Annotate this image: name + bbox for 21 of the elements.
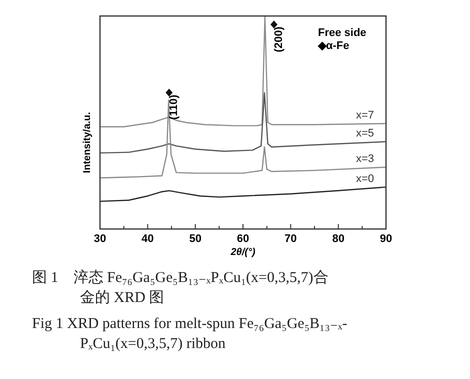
x-tick-label: 60 [236, 233, 250, 245]
y-axis-title: Intensity/a.u. [82, 112, 93, 174]
text: PₓCu₁(x=0,3,5,7) ribbon [80, 336, 226, 352]
x-tick-label: 40 [142, 233, 154, 245]
x-tick-label: 30 [94, 233, 106, 245]
caption: 图 1 淬态 Fe₇₆Ga₅Ge₅B₁₃₋ₓPₓCu₁(x=0,3,5,7)合 [32, 269, 328, 286]
series-label: x=7 [356, 110, 374, 122]
series-label: x=3 [356, 153, 374, 166]
annotation: Free side [318, 27, 366, 39]
annotation: ◆α-Fe [317, 40, 350, 52]
caption: Fig 1 XRD patterns for melt-spun Fe₇₆Ga₅Ge₅B₁₃₋ₓ- [32, 316, 348, 332]
x-tick-label: 70 [284, 233, 297, 245]
series-label: x=0 [356, 173, 374, 186]
annotation: (200) [272, 26, 285, 52]
x-tick-label: 50 [189, 233, 202, 245]
series-label: x=5 [356, 128, 374, 140]
annotation: (110) [168, 94, 180, 120]
x-axis-title: 2θ/(°) [230, 247, 256, 258]
text: 金的 XRD 图 [80, 289, 164, 306]
x-tick-label: 90 [380, 233, 392, 245]
x-tick-label: 80 [332, 233, 344, 245]
